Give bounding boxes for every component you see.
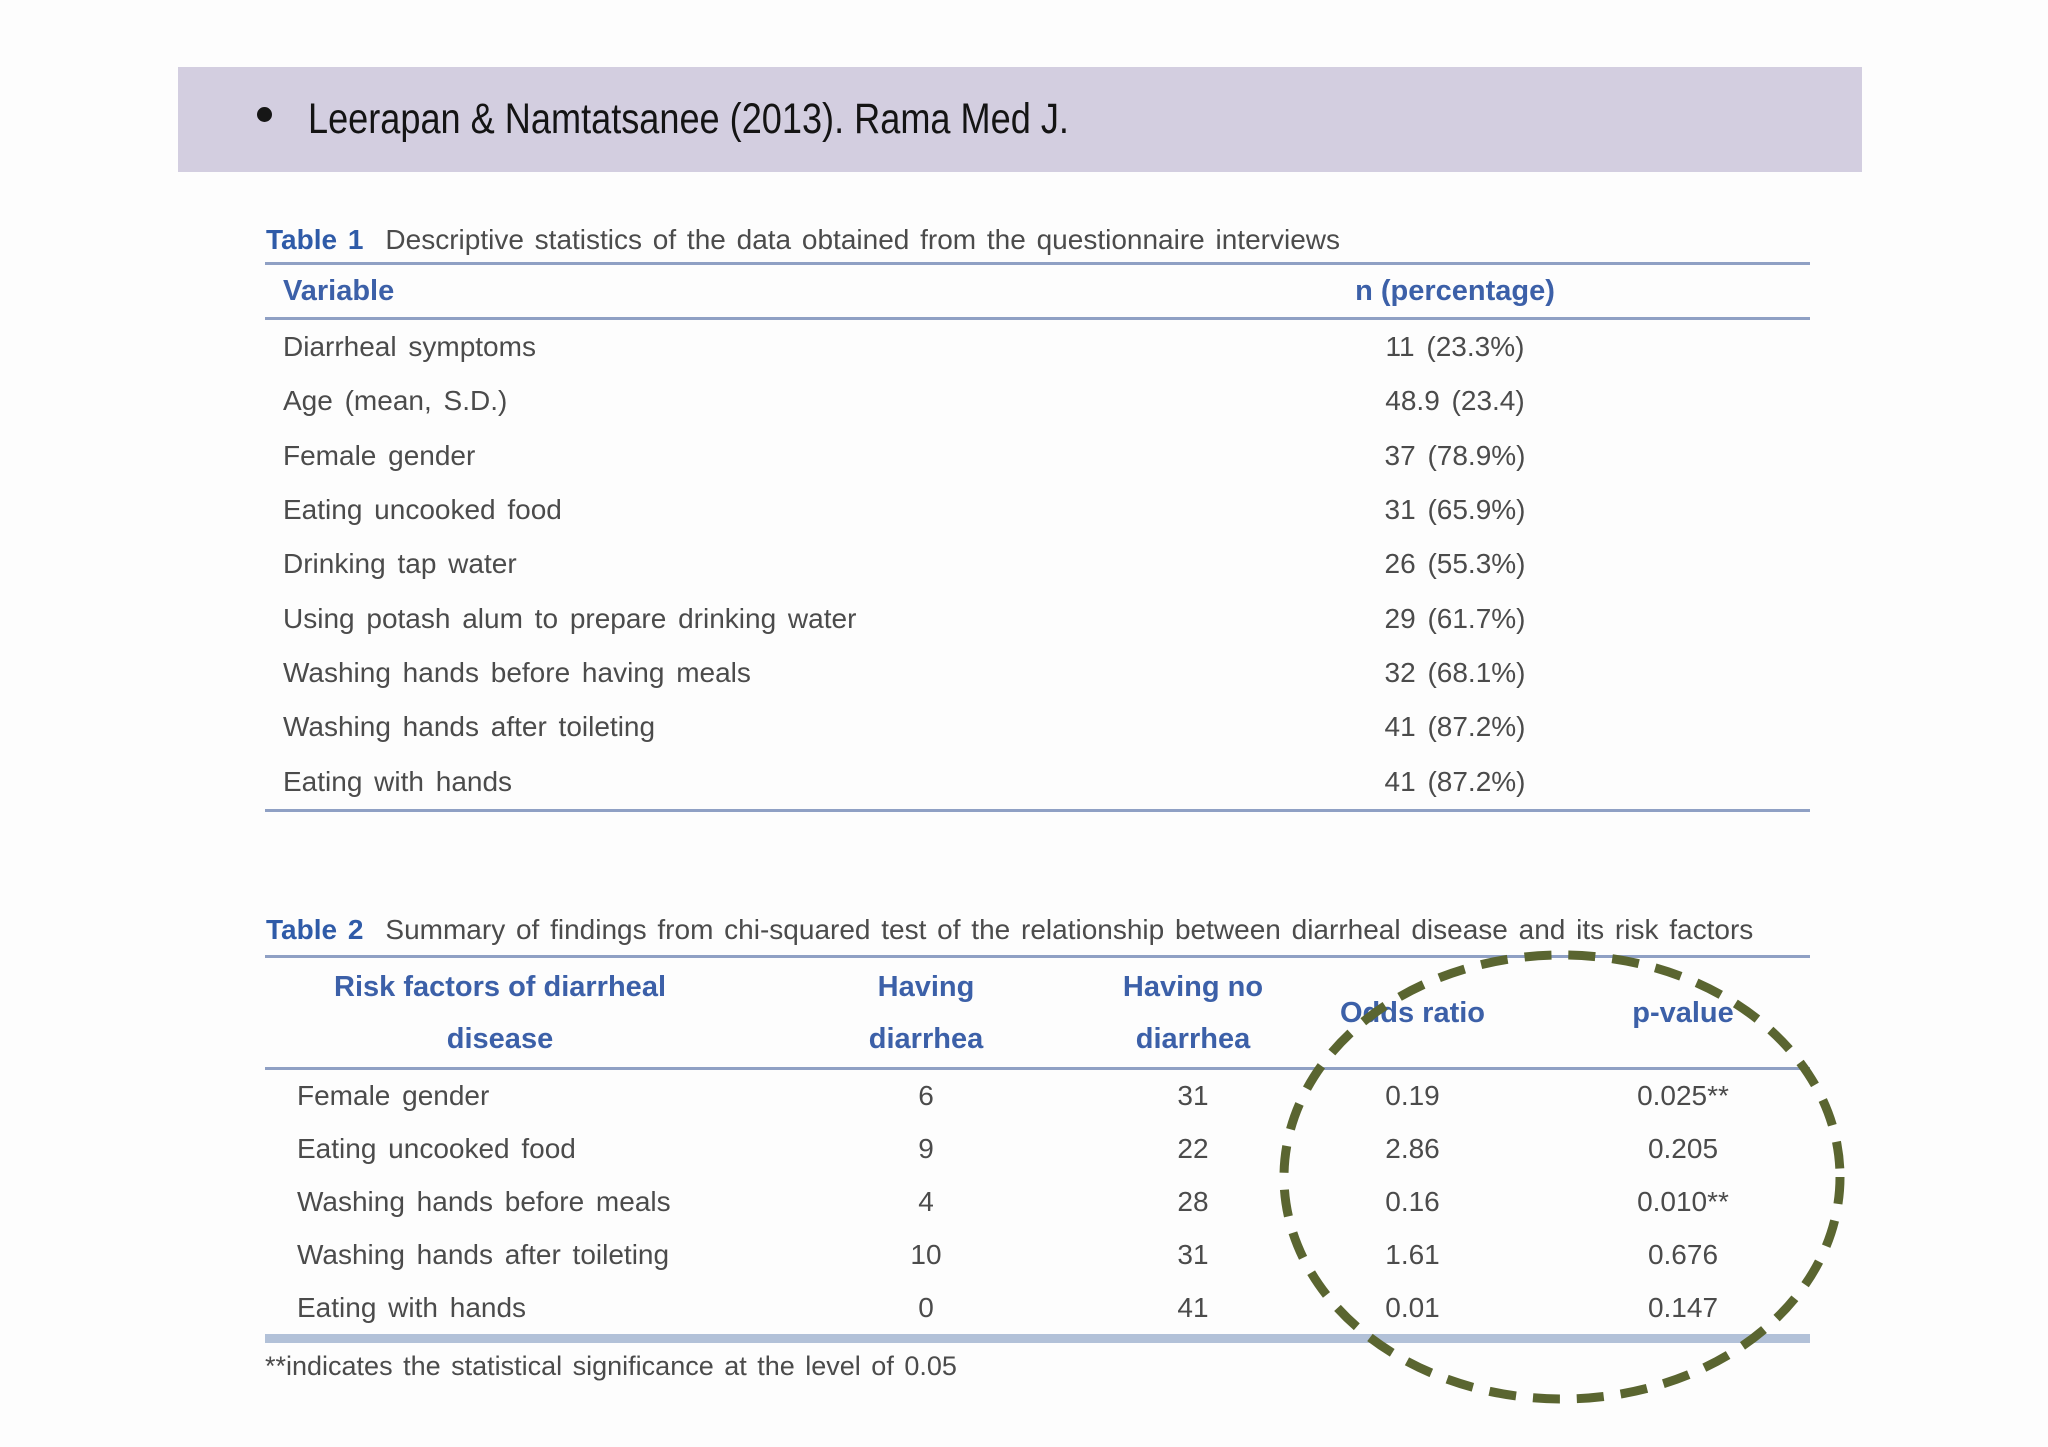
p-value-cell: 0.205 xyxy=(1647,1133,1719,1165)
value-cell: 41 (87.2%) xyxy=(1384,765,1526,797)
value-cell: 32 (68.1%) xyxy=(1384,656,1526,688)
variable-cell: Washing hands before having meals xyxy=(283,656,751,688)
table2-caption: Table 2 Summary of findings from chi-squa… xyxy=(266,914,1753,946)
table2-header-odds-ratio: Odds ratio xyxy=(1339,996,1485,1029)
having-cell: 6 xyxy=(918,1080,934,1112)
having-no-cell: 41 xyxy=(1177,1291,1209,1323)
table2-header-having-diarrhea: Having diarrhea xyxy=(868,970,984,1055)
having-cell: 4 xyxy=(918,1185,934,1217)
table-row: Eating with hands 41 (87.2%) xyxy=(265,754,1810,808)
table-row: Washing hands after toileting 10 31 1.61… xyxy=(265,1228,1810,1281)
p-value-cell: 0.025** xyxy=(1637,1080,1729,1112)
table-row: Washing hands before meals 4 28 0.16 0.0… xyxy=(265,1176,1810,1229)
odds-ratio-cell: 0.16 xyxy=(1385,1185,1440,1217)
table-row: Washing hands after toileting 41 (87.2%) xyxy=(265,700,1810,754)
factor-cell: Eating uncooked food xyxy=(297,1133,576,1165)
value-cell: 11 (23.3%) xyxy=(1385,331,1525,363)
table2: Risk factors of diarrheal disease Having… xyxy=(265,955,1810,1343)
having-cell: 10 xyxy=(910,1238,942,1270)
citation-text: Leerapan & Namtatsanee (2013). Rama Med … xyxy=(308,95,1069,143)
odds-ratio-cell: 0.01 xyxy=(1385,1291,1440,1323)
odds-ratio-cell: 1.61 xyxy=(1385,1238,1440,1270)
table1-caption: Table 1 Descriptive statistics of the dat… xyxy=(266,224,1340,256)
table-row: Using potash alum to prepare drinking wa… xyxy=(265,591,1810,645)
table2-header-having-no-diarrhea: Having no diarrhea xyxy=(1122,970,1264,1055)
table-row: Eating uncooked food 9 22 2.86 0.205 xyxy=(265,1123,1810,1176)
table2-header-risk-factors: Risk factors of diarrheal disease xyxy=(334,970,666,1055)
table1-header-row: Variable n (percentage) xyxy=(265,265,1810,320)
table-row: Eating uncooked food 31 (65.9%) xyxy=(265,483,1810,537)
odds-ratio-cell: 0.19 xyxy=(1385,1080,1440,1112)
table2-header-p-value: p-value xyxy=(1632,996,1734,1029)
having-cell: 9 xyxy=(918,1133,934,1165)
variable-cell: Diarrheal symptoms xyxy=(283,331,536,363)
table-row: Eating with hands 0 41 0.01 0.147 xyxy=(265,1281,1810,1334)
table1-header-variable: Variable xyxy=(283,274,395,307)
table-row: Age (mean, S.D.) 48.9 (23.4) xyxy=(265,374,1810,428)
odds-ratio-cell: 2.86 xyxy=(1385,1133,1440,1165)
having-no-cell: 31 xyxy=(1177,1080,1209,1112)
variable-cell: Drinking tap water xyxy=(283,548,517,580)
having-no-cell: 28 xyxy=(1177,1185,1209,1217)
highlight-ellipse-annotation xyxy=(1279,950,1845,1404)
variable-cell: Washing hands after toileting xyxy=(283,711,656,743)
table1-header-value: n (percentage) xyxy=(1355,274,1555,307)
variable-cell: Eating with hands xyxy=(283,765,513,797)
p-value-cell: 0.010** xyxy=(1637,1185,1729,1217)
having-no-cell: 31 xyxy=(1177,1238,1209,1270)
slide-header-bar: Leerapan & Namtatsanee (2013). Rama Med … xyxy=(178,67,1862,172)
value-cell: 41 (87.2%) xyxy=(1384,711,1526,743)
table-row: Drinking tap water 26 (55.3%) xyxy=(265,537,1810,591)
factor-cell: Eating with hands xyxy=(297,1291,527,1323)
variable-cell: Age (mean, S.D.) xyxy=(283,385,508,417)
value-cell: 48.9 (23.4) xyxy=(1385,385,1525,417)
p-value-cell: 0.147 xyxy=(1647,1291,1719,1323)
value-cell: 31 (65.9%) xyxy=(1384,494,1526,526)
table1-caption-text: Descriptive statistics of the data obtai… xyxy=(385,224,1340,255)
bullet-icon xyxy=(257,107,272,122)
variable-cell: Female gender xyxy=(283,439,476,471)
having-no-cell: 22 xyxy=(1177,1133,1209,1165)
factor-cell: Female gender xyxy=(297,1080,490,1112)
value-cell: 37 (78.9%) xyxy=(1384,439,1526,471)
variable-cell: Eating uncooked food xyxy=(283,494,562,526)
table1-label: Table 1 xyxy=(266,224,364,255)
significance-footnote: **indicates the statistical significance… xyxy=(265,1351,957,1381)
table2-caption-text: Summary of findings from chi-squared tes… xyxy=(385,914,1754,945)
p-value-cell: 0.676 xyxy=(1647,1238,1719,1270)
table2-header-row: Risk factors of diarrheal disease Having… xyxy=(265,958,1810,1070)
table2-label: Table 2 xyxy=(266,914,364,945)
table-row: Diarrheal symptoms 11 (23.3%) xyxy=(265,320,1810,374)
table-row: Washing hands before having meals 32 (68… xyxy=(265,646,1810,700)
table-row: Female gender 37 (78.9%) xyxy=(265,429,1810,483)
value-cell: 26 (55.3%) xyxy=(1384,548,1526,580)
table1: Variable n (percentage) Diarrheal sympto… xyxy=(265,262,1810,812)
table-row: Female gender 6 31 0.19 0.025** xyxy=(265,1070,1810,1123)
value-cell: 29 (61.7%) xyxy=(1384,602,1526,634)
dashed-ellipse-icon xyxy=(1279,950,1845,1404)
factor-cell: Washing hands after toileting xyxy=(297,1238,670,1270)
factor-cell: Washing hands before meals xyxy=(297,1185,671,1217)
variable-cell: Using potash alum to prepare drinking wa… xyxy=(283,602,857,634)
having-cell: 0 xyxy=(918,1291,934,1323)
